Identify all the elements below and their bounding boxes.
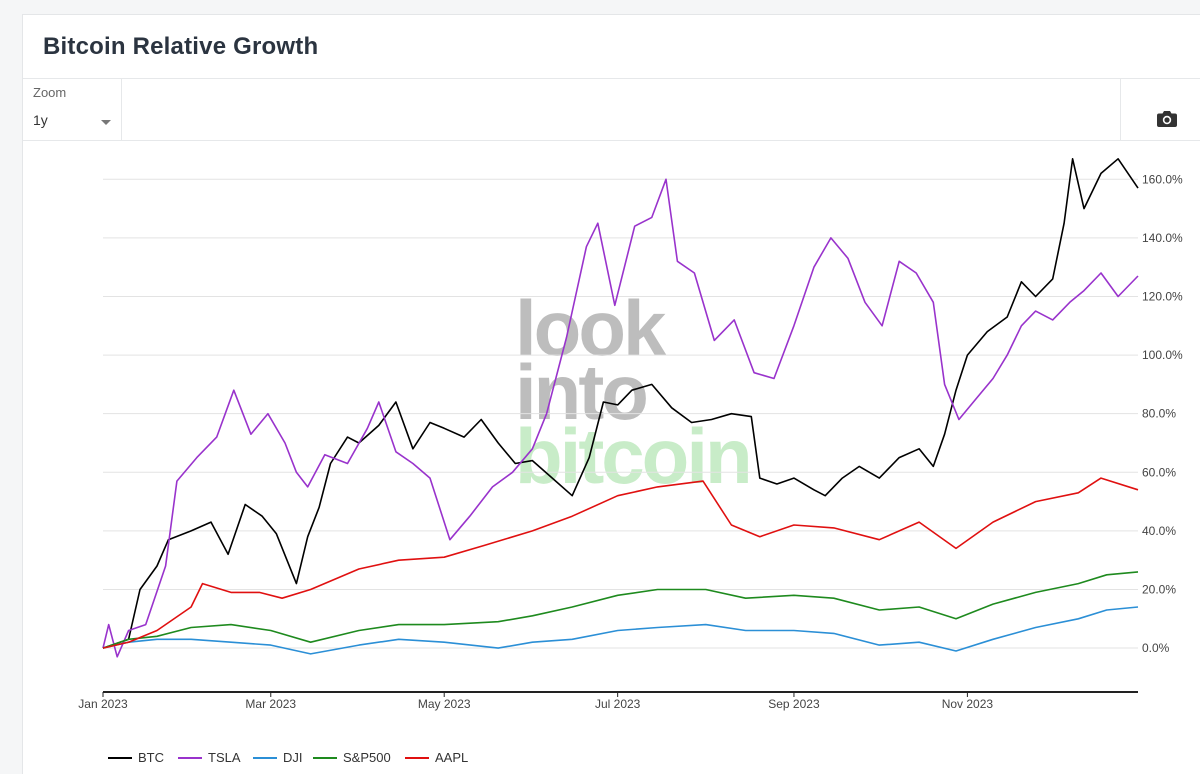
legend-item-tsla[interactable]: TSLA xyxy=(178,750,241,765)
camera-icon xyxy=(1157,111,1177,127)
legend-item-btc[interactable]: BTC xyxy=(108,750,164,765)
legend-swatch xyxy=(405,756,429,759)
y-tick-label: 80.0% xyxy=(1142,407,1176,421)
y-tick-label: 0.0% xyxy=(1142,641,1170,655)
legend-label: S&P500 xyxy=(343,750,391,765)
y-tick-label: 40.0% xyxy=(1142,524,1176,538)
y-tick-label: 100.0% xyxy=(1142,348,1183,362)
download-image-button[interactable] xyxy=(1120,79,1200,140)
chart-toolbar: Zoom 1y xyxy=(23,79,1200,141)
chart-card: Bitcoin Relative Growth Zoom 1y xyxy=(22,14,1200,774)
series-line-sp500 xyxy=(102,571,1139,649)
x-tick-label: Mar 2023 xyxy=(245,697,296,711)
x-tick-label: Sep 2023 xyxy=(768,697,820,711)
zoom-select[interactable]: Zoom 1y xyxy=(23,79,122,140)
legend-item-dji[interactable]: DJI xyxy=(253,750,303,765)
legend-item-aapl[interactable]: AAPL xyxy=(405,750,468,765)
page-title: Bitcoin Relative Growth xyxy=(43,33,319,60)
y-tick-label: 60.0% xyxy=(1142,465,1176,479)
y-tick-label: 140.0% xyxy=(1142,231,1183,245)
x-tick-label: May 2023 xyxy=(418,697,471,711)
legend-label: AAPL xyxy=(435,750,469,765)
y-tick-label: 120.0% xyxy=(1142,289,1183,303)
chevron-down-icon xyxy=(101,120,111,125)
legend-swatch xyxy=(313,756,337,759)
x-tick-label: Nov 2023 xyxy=(942,697,994,711)
title-bar: Bitcoin Relative Growth xyxy=(23,15,1200,79)
series-line-dji xyxy=(102,606,1139,655)
zoom-label: Zoom xyxy=(33,85,67,100)
legend-item-sp500[interactable]: S&P500 xyxy=(313,750,391,765)
legend-swatch xyxy=(178,756,202,759)
zoom-value: 1y xyxy=(33,112,48,128)
series-line-tsla xyxy=(102,178,1139,658)
legend-swatch xyxy=(253,756,277,759)
series-line-btc xyxy=(102,158,1139,649)
legend-label: BTC xyxy=(138,750,164,765)
x-tick-label: Jan 2023 xyxy=(78,697,128,711)
x-tick-label: Jul 2023 xyxy=(595,697,641,711)
y-tick-label: 20.0% xyxy=(1142,582,1176,596)
series-line-aapl xyxy=(102,477,1139,649)
y-tick-label: 160.0% xyxy=(1142,172,1183,186)
legend-label: TSLA xyxy=(208,750,241,765)
legend-swatch xyxy=(108,756,132,759)
legend-label: DJI xyxy=(283,750,303,765)
